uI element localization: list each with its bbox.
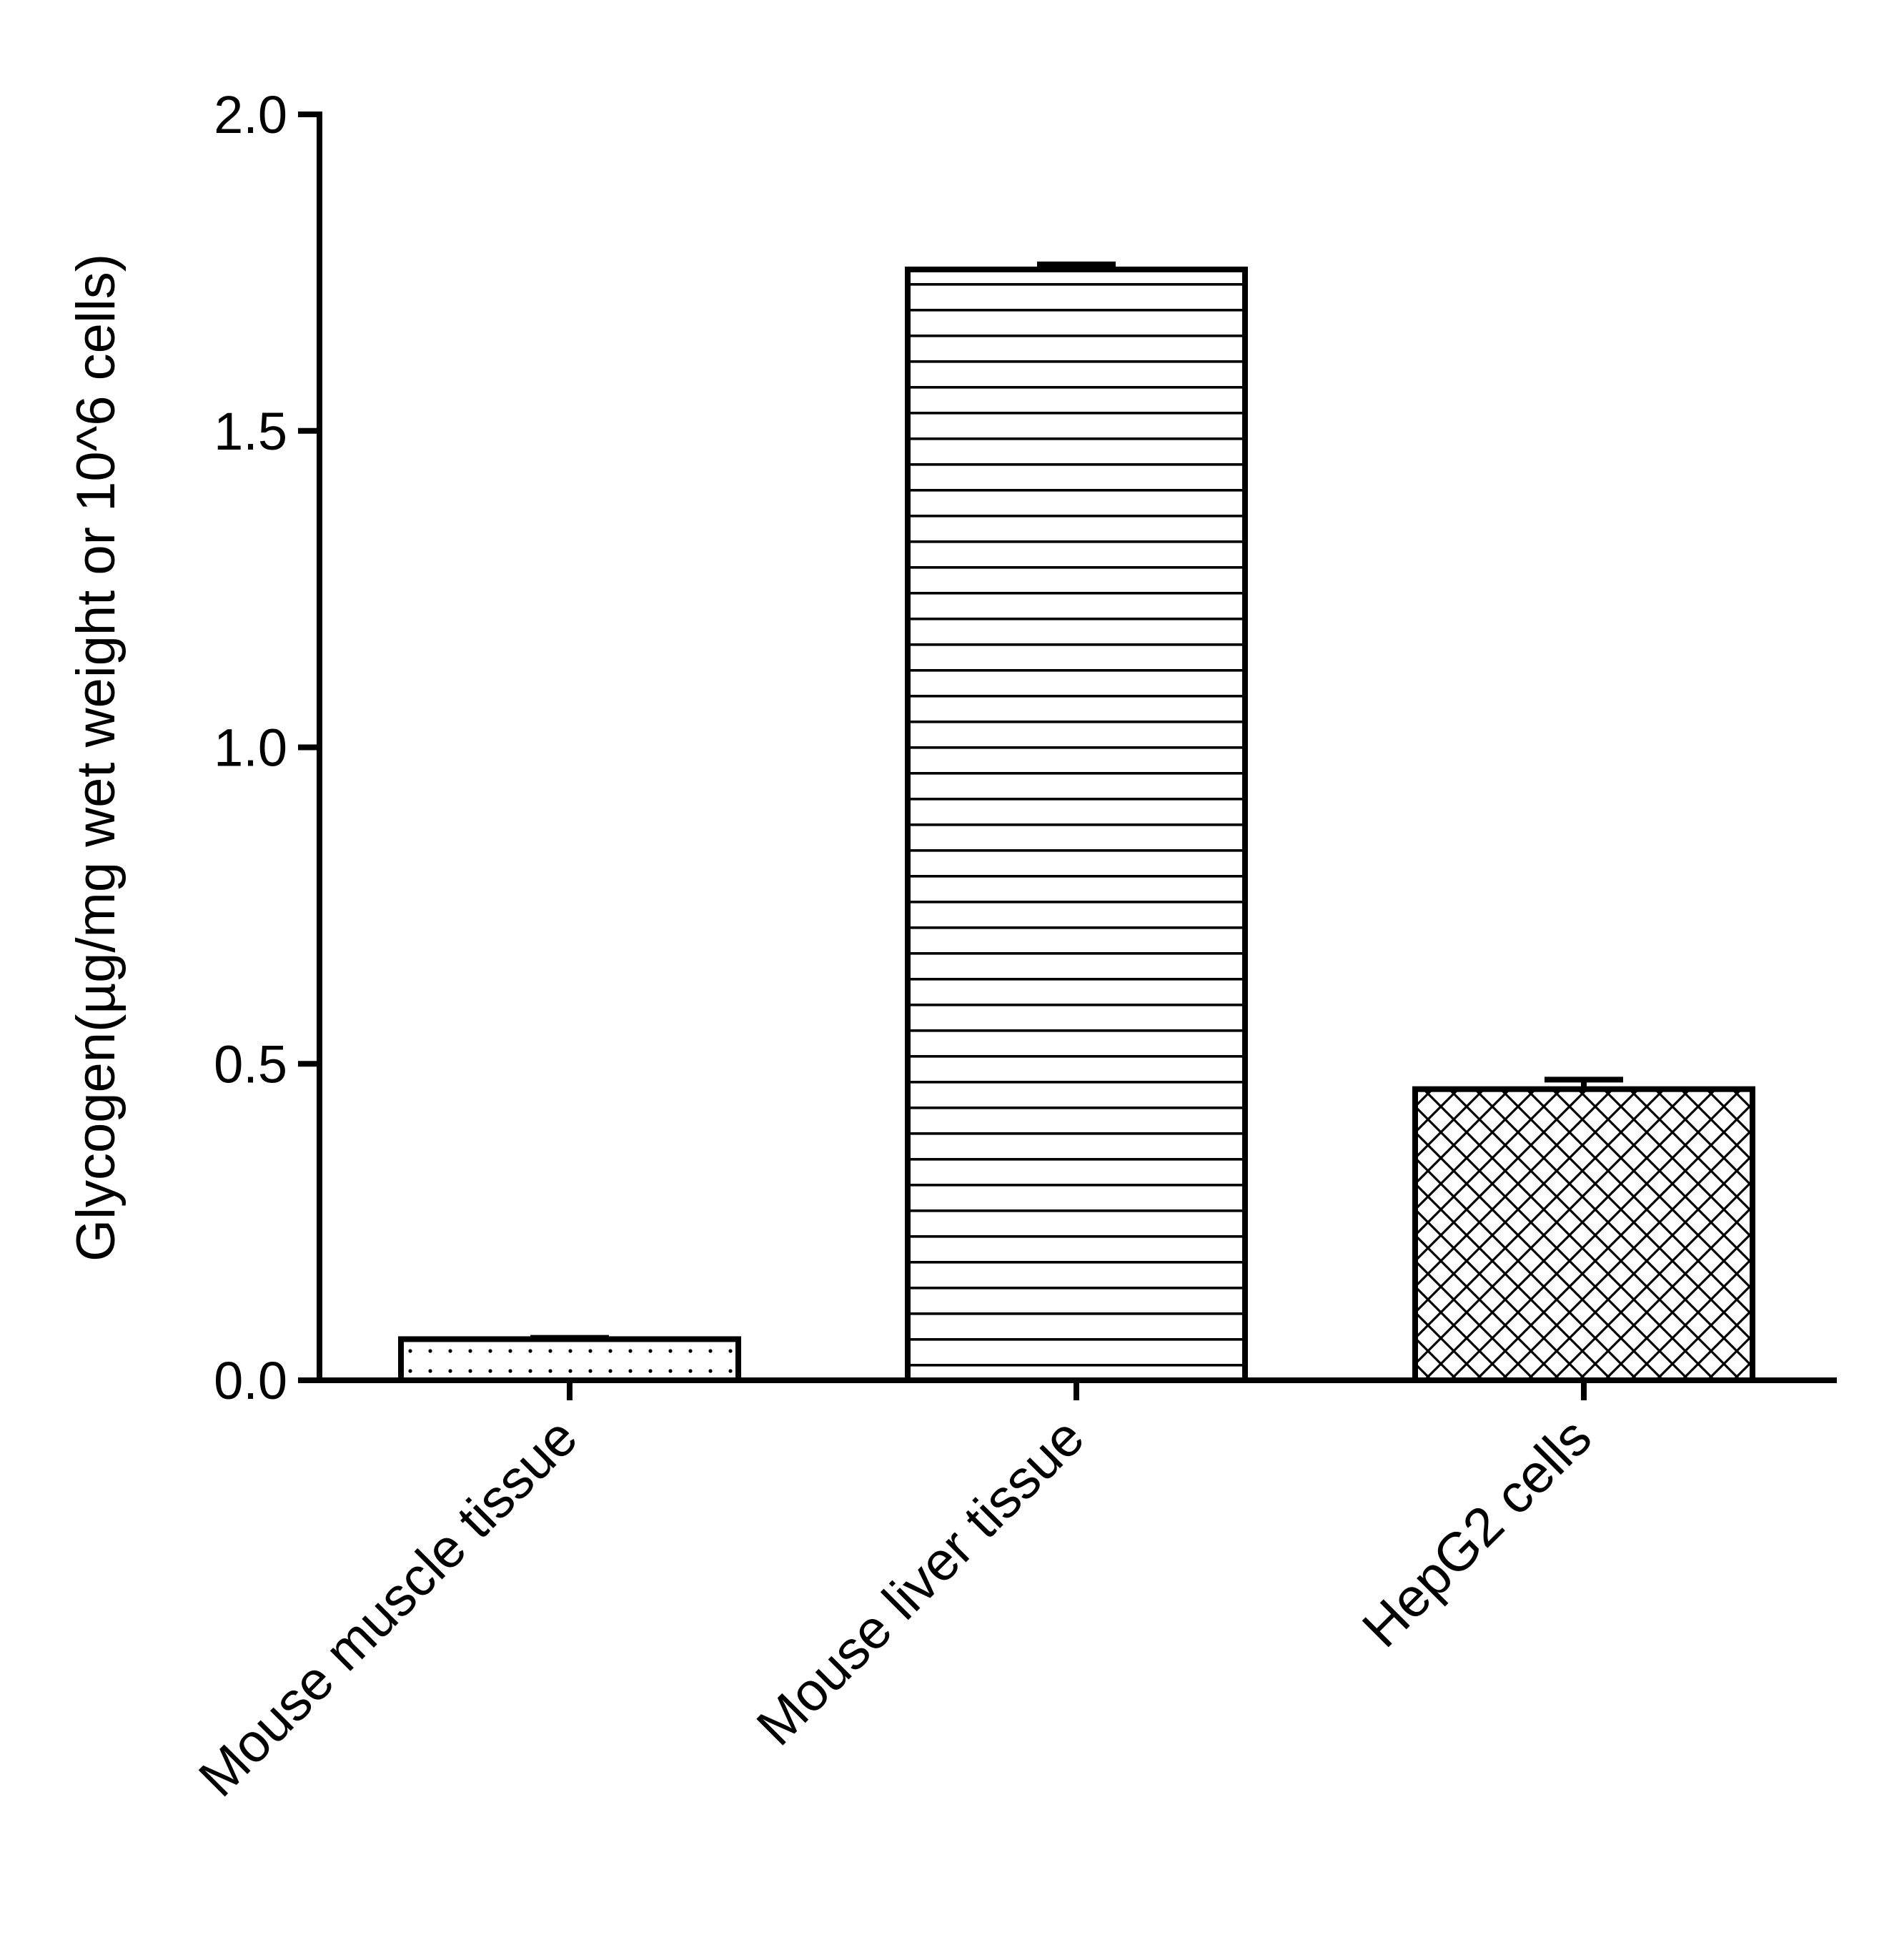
x-axis-labels: Mouse muscle tissue Mouse liver tissue Hep… [187,1407,1603,1808]
x-category-label: HepG2 cells [1351,1407,1603,1659]
bars-group [398,261,1755,1384]
y-axis-ticks: 0.0 0.5 1.0 1.5 2.0 [214,85,319,1410]
bar-1 [398,1336,741,1384]
x-category-label: Mouse liver tissue [745,1407,1096,1757]
y-tick-label: 2.0 [214,85,287,144]
bar-2 [905,266,1248,1383]
y-tick-label: 0.0 [214,1351,287,1410]
y-axis-title: Glycogen(µg/mg wet weight or 10^6 cells) [66,254,127,1262]
bar-3 [1412,1086,1755,1384]
y-tick-label: 1.5 [214,402,287,461]
y-tick-label: 1.0 [214,718,287,778]
x-category-label: Mouse muscle tissue [187,1407,589,1808]
axes [317,112,1837,1400]
y-tick-label: 0.5 [214,1034,287,1094]
